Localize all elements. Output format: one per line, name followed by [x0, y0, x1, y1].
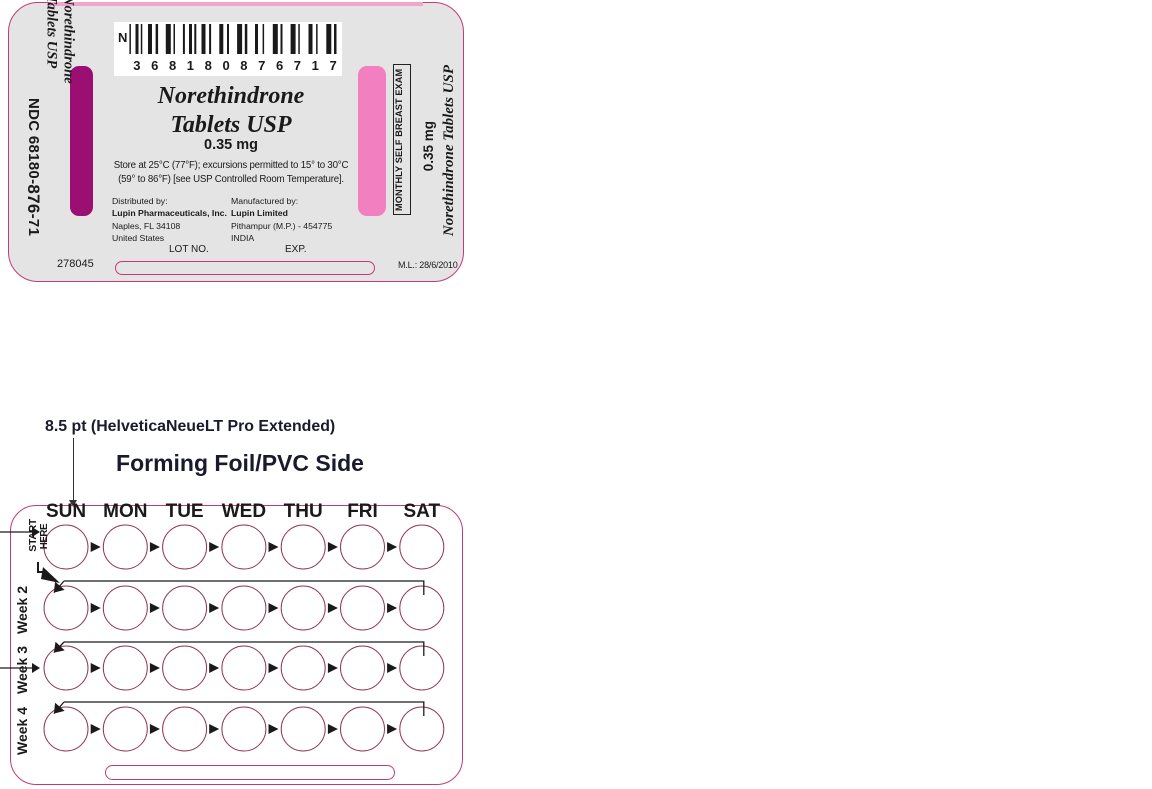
- svg-text:FRI: FRI: [347, 501, 378, 522]
- svg-text:TUE: TUE: [166, 501, 204, 522]
- svg-text:SAT: SAT: [404, 501, 441, 522]
- svg-text:SUN: SUN: [46, 501, 86, 522]
- svg-text:WED: WED: [222, 501, 266, 522]
- svg-text:MON: MON: [103, 501, 147, 522]
- svg-text:THU: THU: [284, 501, 323, 522]
